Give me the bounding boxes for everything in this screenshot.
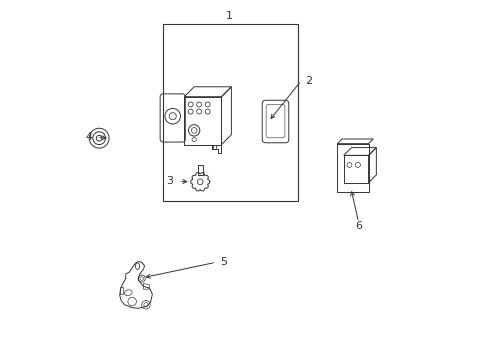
- Text: 3: 3: [166, 176, 173, 186]
- Bar: [343, 156, 368, 183]
- Text: 1: 1: [225, 11, 233, 21]
- Bar: [163, 24, 297, 201]
- Bar: [337, 144, 368, 192]
- Text: 5: 5: [219, 257, 226, 267]
- Bar: [197, 166, 202, 175]
- Bar: [184, 97, 221, 145]
- Text: 2: 2: [305, 76, 312, 86]
- Text: 4: 4: [85, 132, 93, 143]
- Text: 6: 6: [354, 221, 362, 231]
- Bar: [120, 287, 123, 294]
